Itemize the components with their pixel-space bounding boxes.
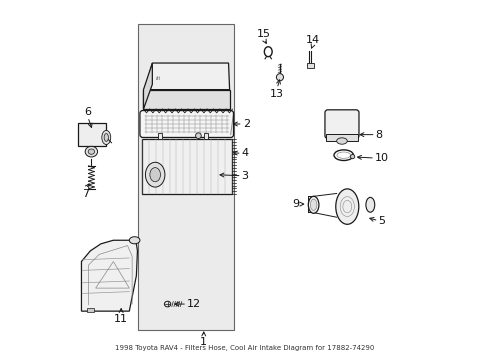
Bar <box>203 133 207 139</box>
Bar <box>306 63 313 68</box>
Text: 10: 10 <box>374 153 388 163</box>
Ellipse shape <box>104 134 108 141</box>
Text: iti: iti <box>156 76 161 81</box>
Circle shape <box>195 133 201 139</box>
Text: 12: 12 <box>187 299 201 309</box>
Bar <box>157 133 162 139</box>
FancyBboxPatch shape <box>325 110 358 139</box>
Ellipse shape <box>335 189 358 224</box>
Ellipse shape <box>85 146 98 157</box>
Polygon shape <box>145 63 229 90</box>
Polygon shape <box>143 63 152 109</box>
Ellipse shape <box>145 162 164 187</box>
Text: 2: 2 <box>242 119 249 129</box>
Text: 3: 3 <box>241 171 248 181</box>
Polygon shape <box>81 240 137 311</box>
Ellipse shape <box>102 130 110 145</box>
Text: 11: 11 <box>114 314 128 324</box>
Text: 15: 15 <box>257 29 270 39</box>
Circle shape <box>350 154 354 159</box>
Ellipse shape <box>149 168 160 182</box>
Bar <box>78 123 106 146</box>
Bar <box>325 134 357 141</box>
Text: 13: 13 <box>269 89 284 99</box>
Text: 1: 1 <box>200 337 207 347</box>
Text: 7: 7 <box>82 189 89 199</box>
Polygon shape <box>138 24 233 329</box>
Ellipse shape <box>336 138 346 144</box>
Text: 14: 14 <box>305 35 319 45</box>
Text: 4: 4 <box>241 148 248 158</box>
Ellipse shape <box>310 199 316 211</box>
Ellipse shape <box>164 301 170 307</box>
Bar <box>86 308 94 312</box>
Ellipse shape <box>307 196 318 213</box>
Text: 1998 Toyota RAV4 - Filters Hose, Cool Air Intake Diagram for 17882-74290: 1998 Toyota RAV4 - Filters Hose, Cool Ai… <box>115 345 373 351</box>
Circle shape <box>276 74 283 81</box>
Ellipse shape <box>365 197 374 212</box>
Text: 5: 5 <box>378 216 385 226</box>
Ellipse shape <box>129 237 140 244</box>
Polygon shape <box>143 90 229 109</box>
Text: 8: 8 <box>375 130 382 140</box>
Ellipse shape <box>88 149 94 154</box>
Text: 9: 9 <box>292 199 299 209</box>
Text: 6: 6 <box>84 107 91 117</box>
FancyBboxPatch shape <box>140 111 233 138</box>
Bar <box>142 139 232 194</box>
